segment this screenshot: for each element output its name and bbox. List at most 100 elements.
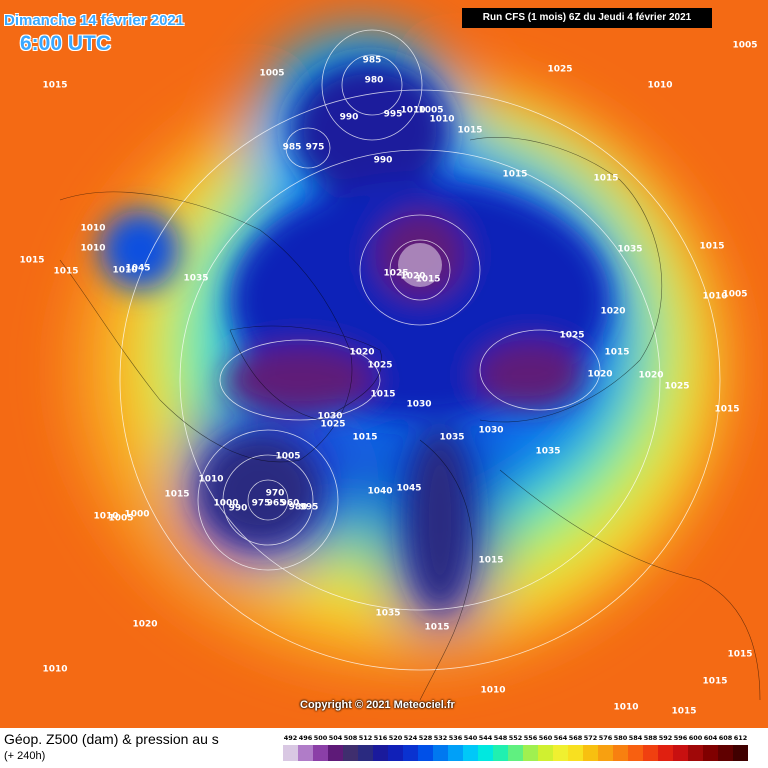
legend-label: 596: [674, 734, 688, 742]
legend-swatch: [388, 745, 403, 761]
run-info: Run CFS (1 mois) 6Z du Jeudi 4 février 2…: [462, 8, 712, 28]
legend-label: 560: [539, 734, 553, 742]
isobar-label: 1015: [671, 707, 696, 717]
isobar-label: 1020: [349, 348, 374, 358]
legend-label: 504: [329, 734, 343, 742]
legend-swatch: [553, 745, 568, 761]
isobar-label: 1015: [699, 242, 724, 252]
isobar-label: 1010: [198, 475, 223, 485]
isobar-label: 1030: [406, 400, 431, 410]
legend-swatch: [433, 745, 448, 761]
legend-swatch: [643, 745, 658, 761]
footer-title: Géop. Z500 (dam) & pression au s: [4, 731, 219, 747]
isobar-label: 1010: [429, 115, 454, 125]
copyright: Copyright © 2021 Meteociel.fr: [300, 699, 455, 711]
legend-swatch: [358, 745, 373, 761]
isobar-label: 1025: [383, 269, 408, 279]
legend-label: 548: [494, 734, 508, 742]
isobar-label: 1010: [42, 665, 67, 675]
legend-swatch: [328, 745, 343, 761]
isobar-label: 975: [306, 143, 325, 153]
legend-label: 600: [689, 734, 703, 742]
legend-swatch: [403, 745, 418, 761]
legend-swatch: [343, 745, 358, 761]
isobar-label: 1035: [617, 245, 642, 255]
isobar-label: 1005: [732, 41, 757, 51]
isobar-label: 1005: [259, 69, 284, 79]
legend-swatch: [673, 745, 688, 761]
legend-swatch: [628, 745, 643, 761]
isobar-label: 1025: [559, 331, 584, 341]
isobar-label: 960: [281, 499, 300, 509]
isobar-label: 1020: [600, 307, 625, 317]
isobar-label: 1040: [367, 487, 392, 497]
legend-label: 492: [284, 734, 298, 742]
legend-label: 592: [659, 734, 673, 742]
isobar-label: 1035: [375, 609, 400, 619]
isobar-label: 1005: [722, 290, 747, 300]
isobar-label: 1010: [480, 686, 505, 696]
legend-label: 528: [419, 734, 433, 742]
legend-swatch: [598, 745, 613, 761]
isobar-label: 975: [252, 499, 271, 509]
isobar-label: 995: [300, 503, 319, 513]
legend-label: 516: [374, 734, 388, 742]
isobar-label: 1010: [80, 244, 105, 254]
isobar-label: 1015: [53, 267, 78, 277]
isobar-label: 1015: [727, 650, 752, 660]
legend-label: 520: [389, 734, 403, 742]
isobar-label: 1025: [664, 382, 689, 392]
isobar-label: 1035: [183, 274, 208, 284]
legend-label: 564: [554, 734, 568, 742]
isobar-label: 1005: [108, 514, 133, 524]
isobar-label: 1045: [125, 264, 150, 274]
isobar-label: 1015: [702, 677, 727, 687]
map-time: 6:00 UTC: [20, 32, 112, 55]
isobar-label: 1010: [112, 266, 137, 276]
isobar-label: 1020: [132, 620, 157, 630]
legend-label: 584: [629, 734, 643, 742]
isobar-label: 1010: [702, 292, 727, 302]
legend-label: 496: [299, 734, 313, 742]
legend-label: 524: [404, 734, 418, 742]
isobar-label: 990: [229, 504, 248, 514]
isobar-label: 1005: [418, 106, 443, 116]
footer-subtitle: (+ 240h): [4, 750, 46, 762]
isobar-label: 995: [384, 110, 403, 120]
isobar-label: 1015: [604, 348, 629, 358]
isobar-label: 1000: [213, 499, 238, 509]
isobar-label: 1000: [124, 510, 149, 520]
isobar-label: 1015: [352, 433, 377, 443]
isobar-label: 1025: [547, 65, 572, 75]
isobar-label: 1015: [42, 81, 67, 91]
legend-swatch: [478, 745, 493, 761]
legend-swatch: [568, 745, 583, 761]
legend-label: 536: [449, 734, 463, 742]
isobar-label: 1010: [647, 81, 672, 91]
legend-swatch: [688, 745, 703, 761]
legend-swatch: [313, 745, 328, 761]
isobar-label: 990: [340, 113, 359, 123]
isobar-label: 965: [267, 499, 286, 509]
isobar-label: 1025: [320, 420, 345, 430]
isobar-label: 1020: [400, 272, 425, 282]
legend-label: 608: [719, 734, 733, 742]
legend-swatch: [298, 745, 313, 761]
legend-swatch: [418, 745, 433, 761]
legend-label: 588: [644, 734, 658, 742]
isobar-label: 1015: [593, 174, 618, 184]
legend-label: 552: [509, 734, 523, 742]
legend-label: 572: [584, 734, 598, 742]
isobar-label: 1035: [439, 433, 464, 443]
isobar-label: 1035: [535, 447, 560, 457]
legend-label: 556: [524, 734, 538, 742]
legend-swatch: [508, 745, 523, 761]
isobar-label: 1015: [502, 170, 527, 180]
isobar-label: 1015: [415, 275, 440, 285]
legend-label: 568: [569, 734, 583, 742]
legend-label: 604: [704, 734, 718, 742]
isobar-label: 1015: [478, 556, 503, 566]
isobar-label: 1030: [478, 426, 503, 436]
isobar-label: 980: [365, 76, 384, 86]
